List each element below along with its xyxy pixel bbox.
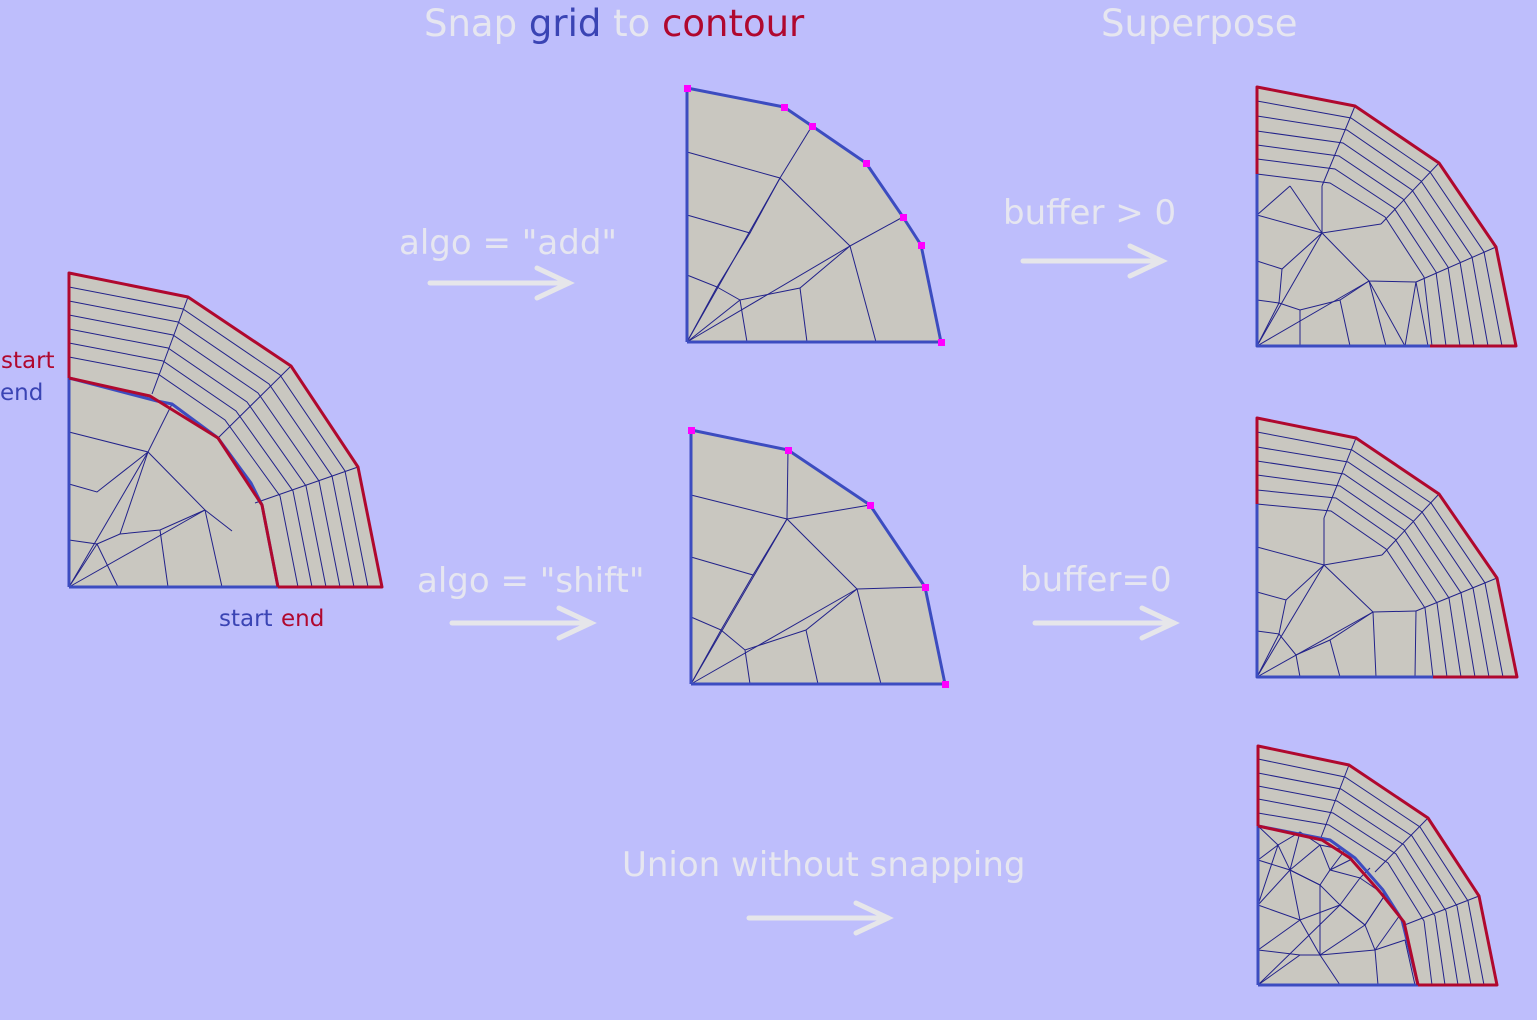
title-to: to (613, 2, 651, 45)
caption-buffer-zero: buffer=0 (1020, 560, 1172, 600)
caption-buffer-positive: buffer > 0 (1003, 193, 1177, 233)
caption-algo-shift: algo = "shift" (417, 561, 645, 601)
arrow-union (746, 900, 894, 936)
snapped-vertices-shift (688, 427, 949, 688)
arrow-buffer-zero (1032, 605, 1180, 641)
caption-algo-add: algo = "add" (399, 223, 618, 263)
title-contour: contour (662, 2, 805, 45)
caption-union: Union without snapping (622, 845, 1026, 885)
arrow-buffer-positive (1020, 243, 1168, 279)
union-without-snapping (1256, 744, 1499, 987)
label-end-blue: end (0, 380, 44, 406)
label-start-red: start (1, 348, 55, 374)
superpose-buffer-zero (1255, 416, 1519, 679)
result-algo-shift (688, 427, 949, 688)
superpose-title: Superpose (1101, 2, 1298, 45)
result-algo-add (684, 85, 945, 346)
snapped-vertices-add (684, 85, 945, 346)
superpose-buffer-positive (1255, 85, 1518, 348)
page-title: Snap grid to contour (424, 5, 804, 42)
arrow-algo-add (427, 265, 575, 301)
input-grid-and-contour (67, 271, 384, 589)
arrow-algo-shift (449, 605, 597, 641)
label-start-blue: start (219, 606, 273, 632)
title-grid: grid (528, 2, 602, 45)
title-snap: Snap (424, 2, 518, 45)
label-end-red: end (281, 606, 325, 632)
